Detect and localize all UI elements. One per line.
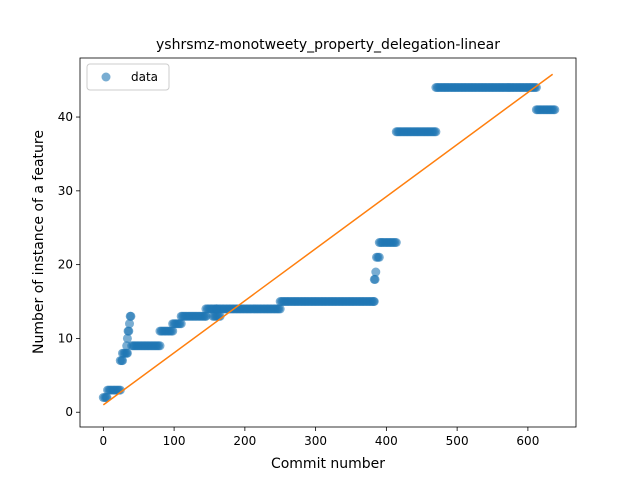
x-tick-label: 0 bbox=[100, 434, 108, 448]
data-point bbox=[118, 356, 127, 366]
x-axis-label: Commit number bbox=[271, 456, 385, 472]
legend-marker-data bbox=[101, 72, 111, 82]
x-tick-label: 500 bbox=[446, 434, 469, 448]
data-point bbox=[155, 341, 165, 351]
data-point bbox=[215, 311, 225, 321]
y-tick-label: 30 bbox=[58, 184, 73, 198]
y-tick-label: 40 bbox=[58, 110, 73, 124]
data-point bbox=[201, 311, 211, 321]
legend-box bbox=[86, 63, 170, 91]
x-tick-label: 200 bbox=[233, 434, 256, 448]
data-point bbox=[124, 326, 134, 336]
y-tick-label: 0 bbox=[65, 405, 73, 419]
y-axis-label: Number of instance of a feature bbox=[31, 130, 47, 354]
data-point bbox=[275, 304, 285, 314]
y-tick-label: 10 bbox=[58, 331, 73, 345]
data-point bbox=[369, 297, 379, 306]
data-point bbox=[371, 267, 381, 277]
data-point bbox=[126, 311, 136, 321]
data-point bbox=[176, 319, 186, 329]
data-point bbox=[391, 238, 401, 247]
data-point bbox=[374, 252, 384, 262]
data-point bbox=[122, 333, 132, 343]
x-tick-label: 600 bbox=[516, 434, 539, 448]
x-tick-label: 400 bbox=[375, 434, 398, 448]
x-tick-label: 100 bbox=[163, 434, 186, 448]
data-point bbox=[122, 348, 132, 358]
data-point bbox=[125, 319, 134, 329]
data-point bbox=[370, 274, 380, 284]
data-point bbox=[168, 326, 178, 336]
legend: data bbox=[86, 63, 170, 91]
fit-line bbox=[102, 73, 554, 406]
x-axis-ticks: 0 100 200 300 400 500 600 bbox=[100, 427, 539, 448]
plot-area bbox=[79, 57, 577, 428]
data-point bbox=[431, 127, 441, 137]
x-tick-label: 300 bbox=[304, 434, 327, 448]
chart-title: yshrsmz-monotweety_property_delegation-l… bbox=[156, 37, 500, 53]
plot-frame bbox=[79, 57, 577, 428]
data-point bbox=[550, 105, 560, 115]
y-tick-label: 20 bbox=[58, 258, 73, 272]
legend-label-data: data bbox=[131, 70, 158, 84]
data-point bbox=[115, 385, 125, 395]
y-axis-ticks: 0 10 20 30 40 bbox=[58, 110, 80, 419]
